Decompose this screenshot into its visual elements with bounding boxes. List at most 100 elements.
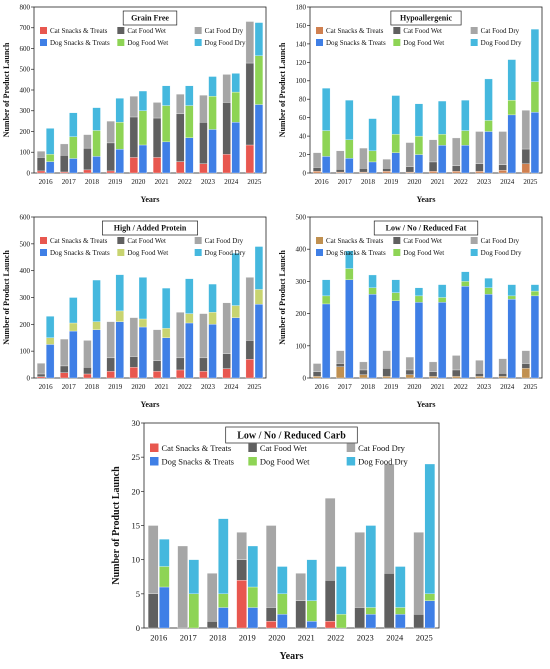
y-tick-label: 200: [296, 310, 307, 318]
y-tick-label: 5: [136, 589, 140, 599]
legend-label-cat-snacks-treats: Cat Snacks & Treats: [326, 237, 384, 245]
bar-cat-food-dry-2018: [83, 340, 92, 368]
bar-cat-food-wet-2017: [60, 365, 69, 373]
legend-label-dog-food-wet: Dog Food Wet: [403, 39, 444, 47]
legend-swatch-dog-snacks-treats: [150, 457, 159, 466]
y-tick-label: 40: [299, 133, 307, 141]
legend-label-dog-snacks-treats: Dog Snacks & Treats: [50, 39, 110, 47]
bar-dog-snacks-treats-2021: [162, 337, 171, 379]
bar-dog-food-dry-2018: [218, 518, 229, 594]
bar-dog-snacks-treats-2018: [368, 294, 377, 379]
legend-swatch-cat-food-dry: [470, 27, 478, 34]
y-tick-label: 60: [299, 114, 307, 122]
legend-label-dog-snacks-treats: Dog Snacks & Treats: [326, 249, 386, 257]
bar-cat-snacks-treats-2024: [222, 154, 231, 174]
bar-cat-food-wet-2025: [245, 340, 254, 360]
legend-swatch-dog-food-wet: [393, 249, 401, 256]
chart-svg: 0 100 200 300 400 500 600 700 800 2016 2017 2018 201…: [2, 3, 267, 204]
bar-dog-food-wet-2023: [208, 96, 217, 130]
bar-dog-food-wet-2020: [277, 593, 288, 615]
bar-dog-food-wet-2016: [46, 337, 55, 345]
chart-svg: 0 100 200 300 400 500 2016 2017 2018 2019 2020 2021…: [278, 213, 543, 409]
bar-dog-snacks-treats-2023: [208, 129, 217, 174]
bar-dog-snacks-treats-2024: [231, 122, 240, 174]
bar-dog-food-dry-2017: [69, 297, 78, 324]
y-tick-label: 160: [296, 22, 307, 30]
bar-dog-food-wet-2016: [159, 566, 170, 588]
bar-dog-food-wet-2024: [507, 295, 516, 300]
bar-dog-food-wet-2018: [218, 593, 229, 608]
bar-cat-food-wet-2020: [265, 607, 277, 622]
bar-cat-food-dry-2020: [129, 317, 138, 357]
x-tick-label: 2017: [62, 383, 77, 391]
legend-label-dog-food-wet: Dog Food Wet: [127, 249, 168, 257]
bar-cat-snacks-treats-2022: [452, 376, 461, 379]
bar-dog-snacks-treats-2023: [208, 324, 217, 379]
bar-cat-snacks-treats-2025: [245, 359, 254, 379]
bar-cat-food-dry-2016: [36, 151, 46, 158]
legend-swatch-dog-food-wet: [393, 39, 401, 46]
legend-swatch-cat-food-wet: [393, 27, 401, 34]
legend-swatch-cat-food-wet: [248, 443, 257, 452]
y-tick-label: 0: [136, 623, 140, 633]
chart-title: Low / No / Reduced Carb: [237, 431, 346, 442]
bar-cat-food-dry-2022: [324, 498, 336, 581]
title-box: [373, 220, 479, 236]
bar-cat-food-dry-2019: [236, 532, 247, 560]
bar-cat-snacks-treats-2016: [312, 376, 322, 379]
legend-label-cat-food-wet: Cat Food Wet: [403, 237, 442, 245]
bar-cat-food-wet-2025: [521, 148, 530, 164]
bar-cat-food-wet-2016: [36, 373, 46, 377]
bar-cat-food-dry-2018: [83, 134, 92, 149]
bar-dog-food-dry-2022: [461, 271, 470, 282]
bar-cat-food-dry-2017: [60, 338, 69, 367]
bar-cat-food-wet-2022: [324, 580, 336, 622]
bar-dog-food-wet-2022: [461, 130, 470, 146]
legend-swatch-cat-snacks-treats: [316, 237, 323, 244]
y-tick-label: 30: [132, 418, 141, 428]
bar-cat-snacks-treats-2022: [176, 369, 185, 379]
bar-dog-snacks-treats-2019: [391, 152, 400, 174]
bar-dog-food-wet-2019: [247, 586, 259, 608]
bar-cat-food-wet-2020: [405, 166, 414, 173]
x-tick-label: 2018: [209, 633, 226, 643]
bar-dog-snacks-treats-2023: [484, 131, 493, 174]
x-tick-label: 2019: [108, 178, 123, 186]
x-tick-label: 2025: [523, 383, 538, 391]
x-tick-label: 2022: [454, 178, 469, 186]
bar-dog-food-dry-2022: [185, 278, 194, 314]
bar-dog-snacks-treats-2017: [345, 279, 354, 379]
bar-cat-food-dry-2017: [336, 350, 345, 364]
bar-cat-food-dry-2021: [152, 102, 162, 119]
x-tick-label: 2018: [85, 178, 100, 186]
y-tick-label: 0: [303, 169, 307, 177]
bar-cat-food-dry-2016: [312, 152, 322, 168]
bar-dog-food-dry-2021: [162, 287, 171, 329]
bar-dog-food-wet-2021: [306, 600, 318, 622]
bar-dog-food-dry-2022: [461, 99, 470, 131]
bar-cat-food-wet-2024: [498, 164, 507, 171]
bar-cat-food-wet-2018: [359, 369, 368, 375]
bar-dog-snacks-treats-2016: [46, 161, 55, 174]
legend-swatch-cat-food-wet: [117, 237, 125, 244]
x-tick-label: 2016: [315, 383, 330, 391]
bar-cat-snacks-treats-2018: [83, 373, 92, 379]
y-tick-label: 100: [20, 149, 31, 157]
bar-dog-food-dry-2018: [368, 118, 377, 152]
legend-label-dog-food-dry: Dog Food Dry: [205, 39, 246, 47]
legend-swatch-cat-food-dry: [194, 237, 202, 244]
x-tick-label: 2017: [338, 383, 353, 391]
bar-cat-snacks-treats-2025: [521, 368, 530, 379]
chart-low-no-reduced-carb: 0 5 10 15 20 25 30 2016 2017 2018 2019 2020 2021 2022…: [110, 418, 445, 664]
bar-cat-food-wet-2025: [245, 62, 254, 146]
bar-dog-food-wet-2020: [414, 135, 424, 155]
bar-cat-food-wet-2016: [312, 371, 322, 377]
bar-cat-food-wet-2023: [354, 607, 365, 629]
x-tick-label: 2020: [131, 178, 146, 186]
bar-cat-food-wet-2017: [336, 363, 345, 367]
legend-swatch-dog-food-dry: [194, 39, 202, 46]
bar-cat-food-dry-2023: [199, 313, 208, 359]
bar-cat-food-dry-2019: [382, 159, 391, 169]
x-tick-label: 2022: [454, 383, 469, 391]
bar-dog-food-dry-2019: [247, 545, 259, 588]
